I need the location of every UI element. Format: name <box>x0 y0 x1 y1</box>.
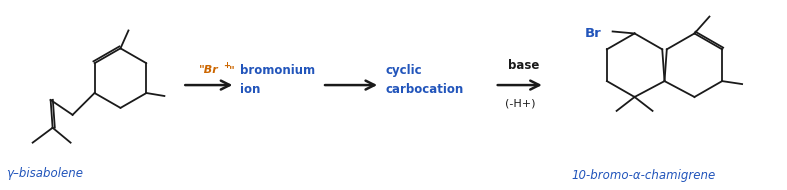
Text: cyclic
carbocation: cyclic carbocation <box>385 64 464 96</box>
Text: γ–bisabolene: γ–bisabolene <box>6 167 83 180</box>
Text: 10-bromo-α-chamigrene: 10-bromo-α-chamigrene <box>571 169 716 182</box>
Text: "Br: "Br <box>199 65 219 75</box>
Text: Br: Br <box>585 27 601 40</box>
Text: base: base <box>508 59 539 72</box>
Text: bromonium
ion: bromonium ion <box>240 64 316 96</box>
Text: ": " <box>229 65 235 75</box>
Text: +: + <box>223 61 230 70</box>
Text: (-H+): (-H+) <box>504 99 535 109</box>
